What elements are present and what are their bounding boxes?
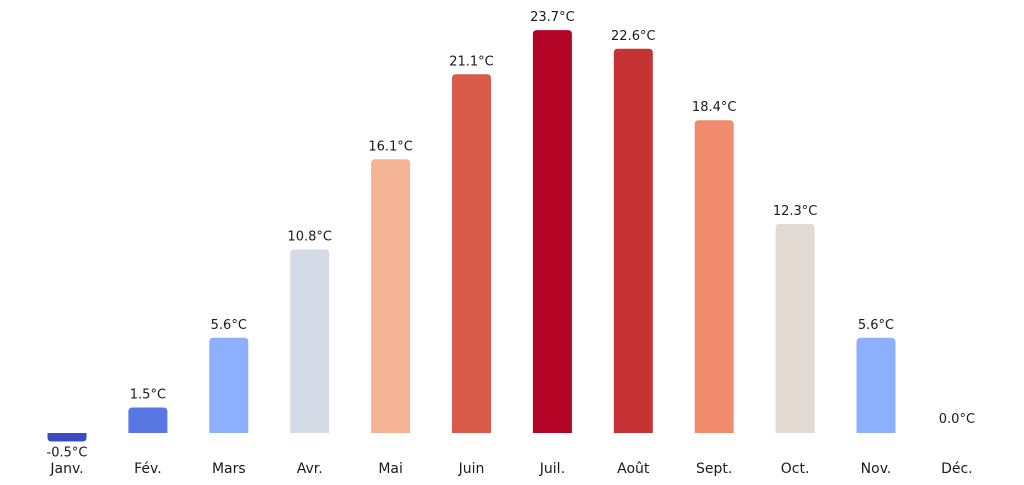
bar-10 (775, 223, 815, 433)
x-tick-label-10: Oct. (781, 461, 810, 477)
value-label-2: 1.5°C (130, 388, 166, 403)
x-tick-label-11: Nov. (861, 461, 892, 477)
x-tick-label-9: Sept. (696, 461, 732, 477)
value-label-6: 21.1°C (449, 54, 494, 69)
bar-7 (532, 30, 572, 433)
bar-1 (47, 433, 87, 442)
x-tick-label-3: Mars (212, 461, 246, 477)
bar-3 (209, 337, 249, 433)
bar-5 (371, 159, 411, 434)
x-tick-label-2: Fév. (134, 461, 162, 477)
x-tick-label-8: Août (617, 461, 650, 477)
bar-8 (613, 48, 653, 434)
bar-9 (694, 120, 734, 433)
value-label-5: 16.1°C (368, 139, 413, 154)
value-label-12: 0.0°C (939, 412, 975, 427)
value-label-8: 22.6°C (611, 29, 656, 44)
value-labels-group: -0.5°C 1.5°C 5.6°C 10.8°C 16.1°C 21.1°C 23.7°C… (47, 10, 976, 460)
bar-2 (128, 407, 168, 433)
x-tick-label-5: Mai (378, 461, 403, 477)
bars-group (47, 30, 896, 442)
value-label-7: 23.7°C (530, 10, 575, 25)
value-label-1: -0.5°C (47, 446, 88, 461)
x-axis-ticks-group: Janv. Fév. Mars Avr. Mai Juin Juil. Août Sept. Oc… (49, 461, 972, 477)
x-tick-label-12: Déc. (941, 461, 973, 477)
value-label-3: 5.6°C (211, 318, 247, 333)
bar-6 (452, 74, 491, 434)
value-label-11: 5.6°C (858, 318, 894, 333)
value-label-4: 10.8°C (287, 229, 332, 244)
x-tick-label-6: Juin (458, 461, 485, 477)
value-label-10: 12.3°C (773, 204, 818, 219)
x-tick-label-4: Avr. (297, 461, 323, 477)
x-tick-label-7: Juil. (539, 461, 565, 477)
x-tick-label-1: Janv. (49, 461, 83, 477)
bar-11 (856, 337, 896, 433)
bar-4 (290, 249, 330, 433)
value-label-9: 18.4°C (692, 100, 737, 115)
